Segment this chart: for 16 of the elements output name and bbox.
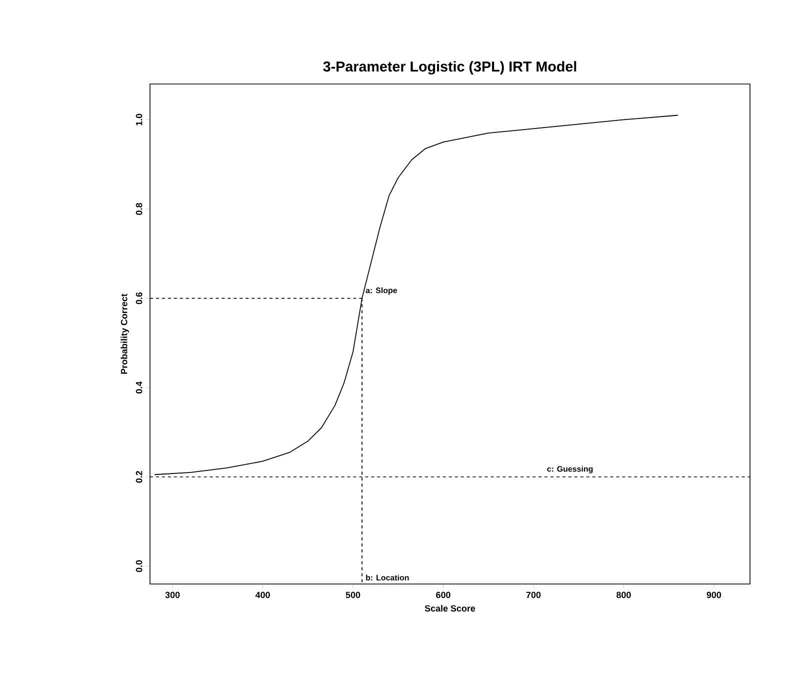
x-tick-label: 300 (165, 592, 180, 598)
y-tick-label: 0.4 (136, 381, 142, 394)
y-axis-title: Probability Correct (120, 294, 130, 374)
x-tick-label: 700 (526, 592, 541, 598)
y-tick-label: 0.0 (136, 560, 142, 572)
x-tick-label: 900 (706, 592, 722, 598)
y-tick-label: 0.2 (136, 470, 142, 483)
y-tick-label: 0.6 (136, 292, 142, 304)
y-tick-label: 1.0 (136, 114, 142, 126)
y-tick-label: 0.8 (136, 203, 142, 215)
x-axis-title: Scale Score (424, 604, 476, 612)
x-tick-label: 400 (255, 592, 270, 598)
x-tick-label: 500 (346, 592, 360, 598)
x-tick-label: 800 (616, 592, 631, 598)
x-tick-label: 600 (436, 592, 450, 598)
chart-title: 3-Parameter Logistic (3PL) IRT Model (323, 61, 576, 74)
